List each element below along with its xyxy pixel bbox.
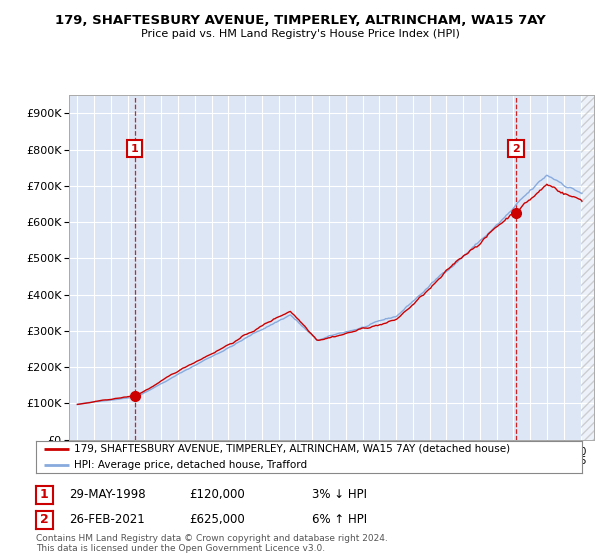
- Text: HPI: Average price, detached house, Trafford: HPI: Average price, detached house, Traf…: [74, 460, 307, 470]
- Text: £120,000: £120,000: [189, 488, 245, 501]
- Text: 1: 1: [131, 143, 139, 153]
- Text: 26-FEB-2021: 26-FEB-2021: [69, 514, 145, 526]
- Text: 1: 1: [40, 488, 49, 501]
- Text: £625,000: £625,000: [189, 514, 245, 526]
- Text: Contains HM Land Registry data © Crown copyright and database right 2024.
This d: Contains HM Land Registry data © Crown c…: [36, 534, 388, 553]
- Text: 6% ↑ HPI: 6% ↑ HPI: [312, 514, 367, 526]
- Text: 179, SHAFTESBURY AVENUE, TIMPERLEY, ALTRINCHAM, WA15 7AY (detached house): 179, SHAFTESBURY AVENUE, TIMPERLEY, ALTR…: [74, 444, 511, 454]
- Text: 2: 2: [40, 514, 49, 526]
- Text: 179, SHAFTESBURY AVENUE, TIMPERLEY, ALTRINCHAM, WA15 7AY: 179, SHAFTESBURY AVENUE, TIMPERLEY, ALTR…: [55, 14, 545, 27]
- Text: Price paid vs. HM Land Registry's House Price Index (HPI): Price paid vs. HM Land Registry's House …: [140, 29, 460, 39]
- Text: 3% ↓ HPI: 3% ↓ HPI: [312, 488, 367, 501]
- Text: 29-MAY-1998: 29-MAY-1998: [69, 488, 146, 501]
- Text: 2: 2: [512, 143, 520, 153]
- Bar: [581, 95, 594, 440]
